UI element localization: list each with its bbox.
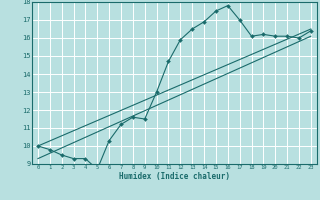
X-axis label: Humidex (Indice chaleur): Humidex (Indice chaleur) xyxy=(119,172,230,181)
